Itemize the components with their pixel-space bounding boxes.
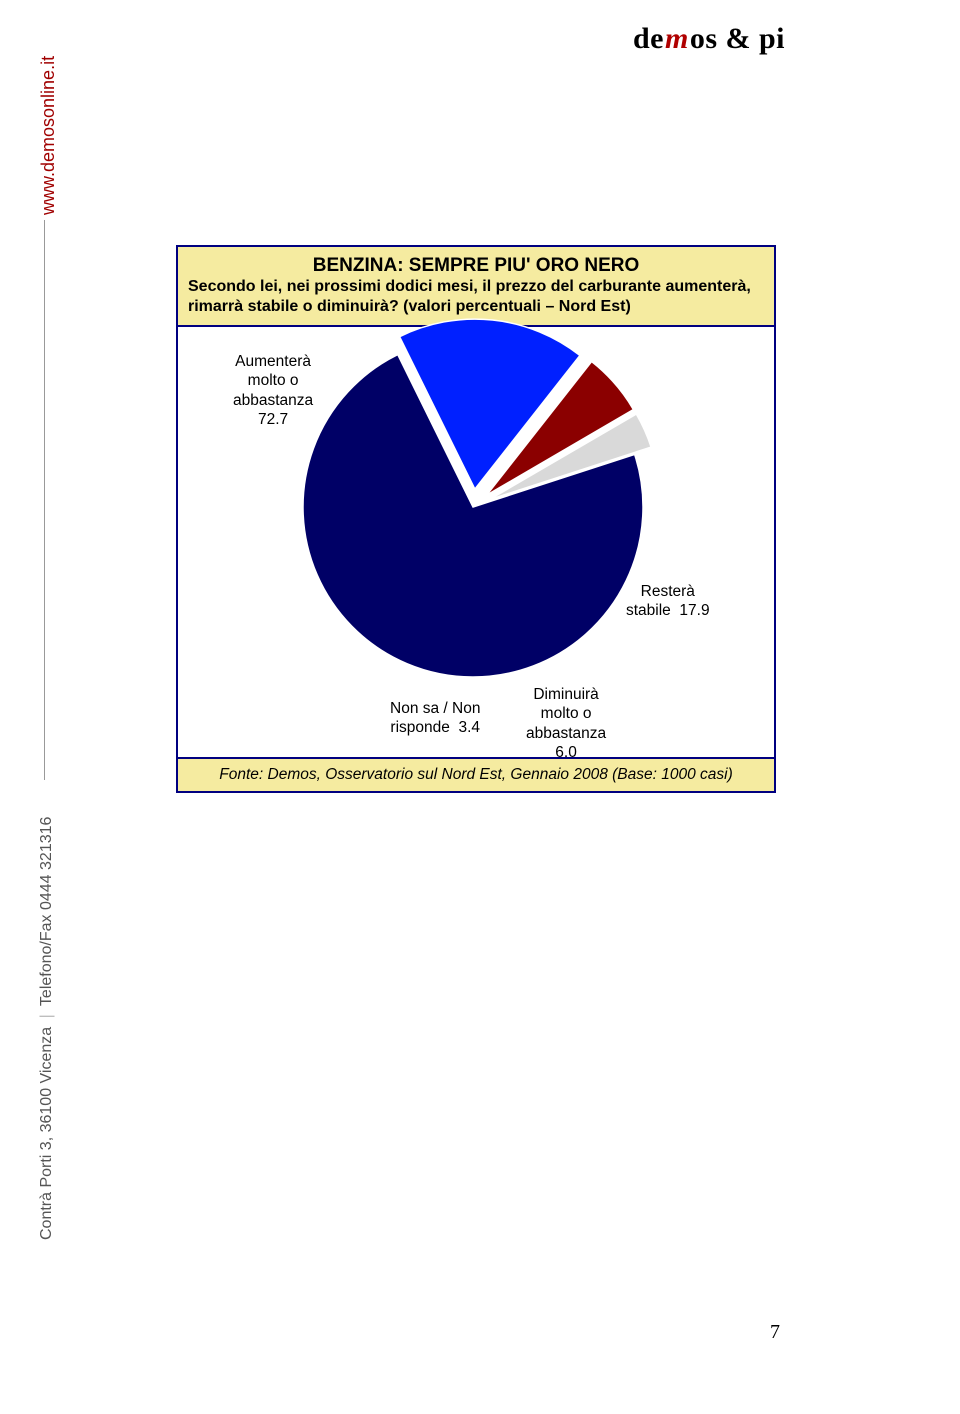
brand-accent: m bbox=[664, 22, 690, 55]
pie-label: Non sa / Nonrisponde 3.4 bbox=[390, 699, 480, 738]
chart-header: BENZINA: SEMPRE PIU' ORO NERO Secondo le… bbox=[178, 247, 774, 327]
chart-footer: Fonte: Demos, Osservatorio sul Nord Est,… bbox=[178, 759, 774, 791]
pie-label: Resteràstabile 17.9 bbox=[626, 582, 710, 621]
chart-body: Aumenteràmolto oabbastanza72.7 Resteràsta… bbox=[178, 327, 774, 759]
brand-logo: demos & pi bbox=[633, 22, 785, 56]
chart-card: BENZINA: SEMPRE PIU' ORO NERO Secondo le… bbox=[176, 245, 776, 793]
pie-chart bbox=[303, 337, 643, 677]
sidebar-address-b: Telefono/Fax 0444 321316 bbox=[38, 817, 55, 1006]
pie-label: Diminuiràmolto oabbastanza6.0 bbox=[526, 685, 606, 763]
brand-post: os & pi bbox=[690, 22, 785, 55]
sidebar-address-a: Contrà Porti 3, 36100 Vicenza bbox=[38, 1027, 55, 1240]
sidebar-address-sep: | bbox=[38, 1010, 55, 1022]
pie-label: Aumenteràmolto oabbastanza72.7 bbox=[233, 352, 313, 430]
page-number: 7 bbox=[770, 1321, 780, 1344]
sidebar-url: www.demosonline.it bbox=[38, 56, 59, 215]
sidebar-address: Contrà Porti 3, 36100 Vicenza | Telefono… bbox=[38, 817, 56, 1240]
chart-subtitle: Secondo lei, nei prossimi dodici mesi, i… bbox=[188, 277, 764, 317]
sidebar-divider bbox=[44, 220, 45, 780]
chart-title: BENZINA: SEMPRE PIU' ORO NERO bbox=[188, 255, 764, 277]
brand-pre: de bbox=[633, 22, 664, 55]
